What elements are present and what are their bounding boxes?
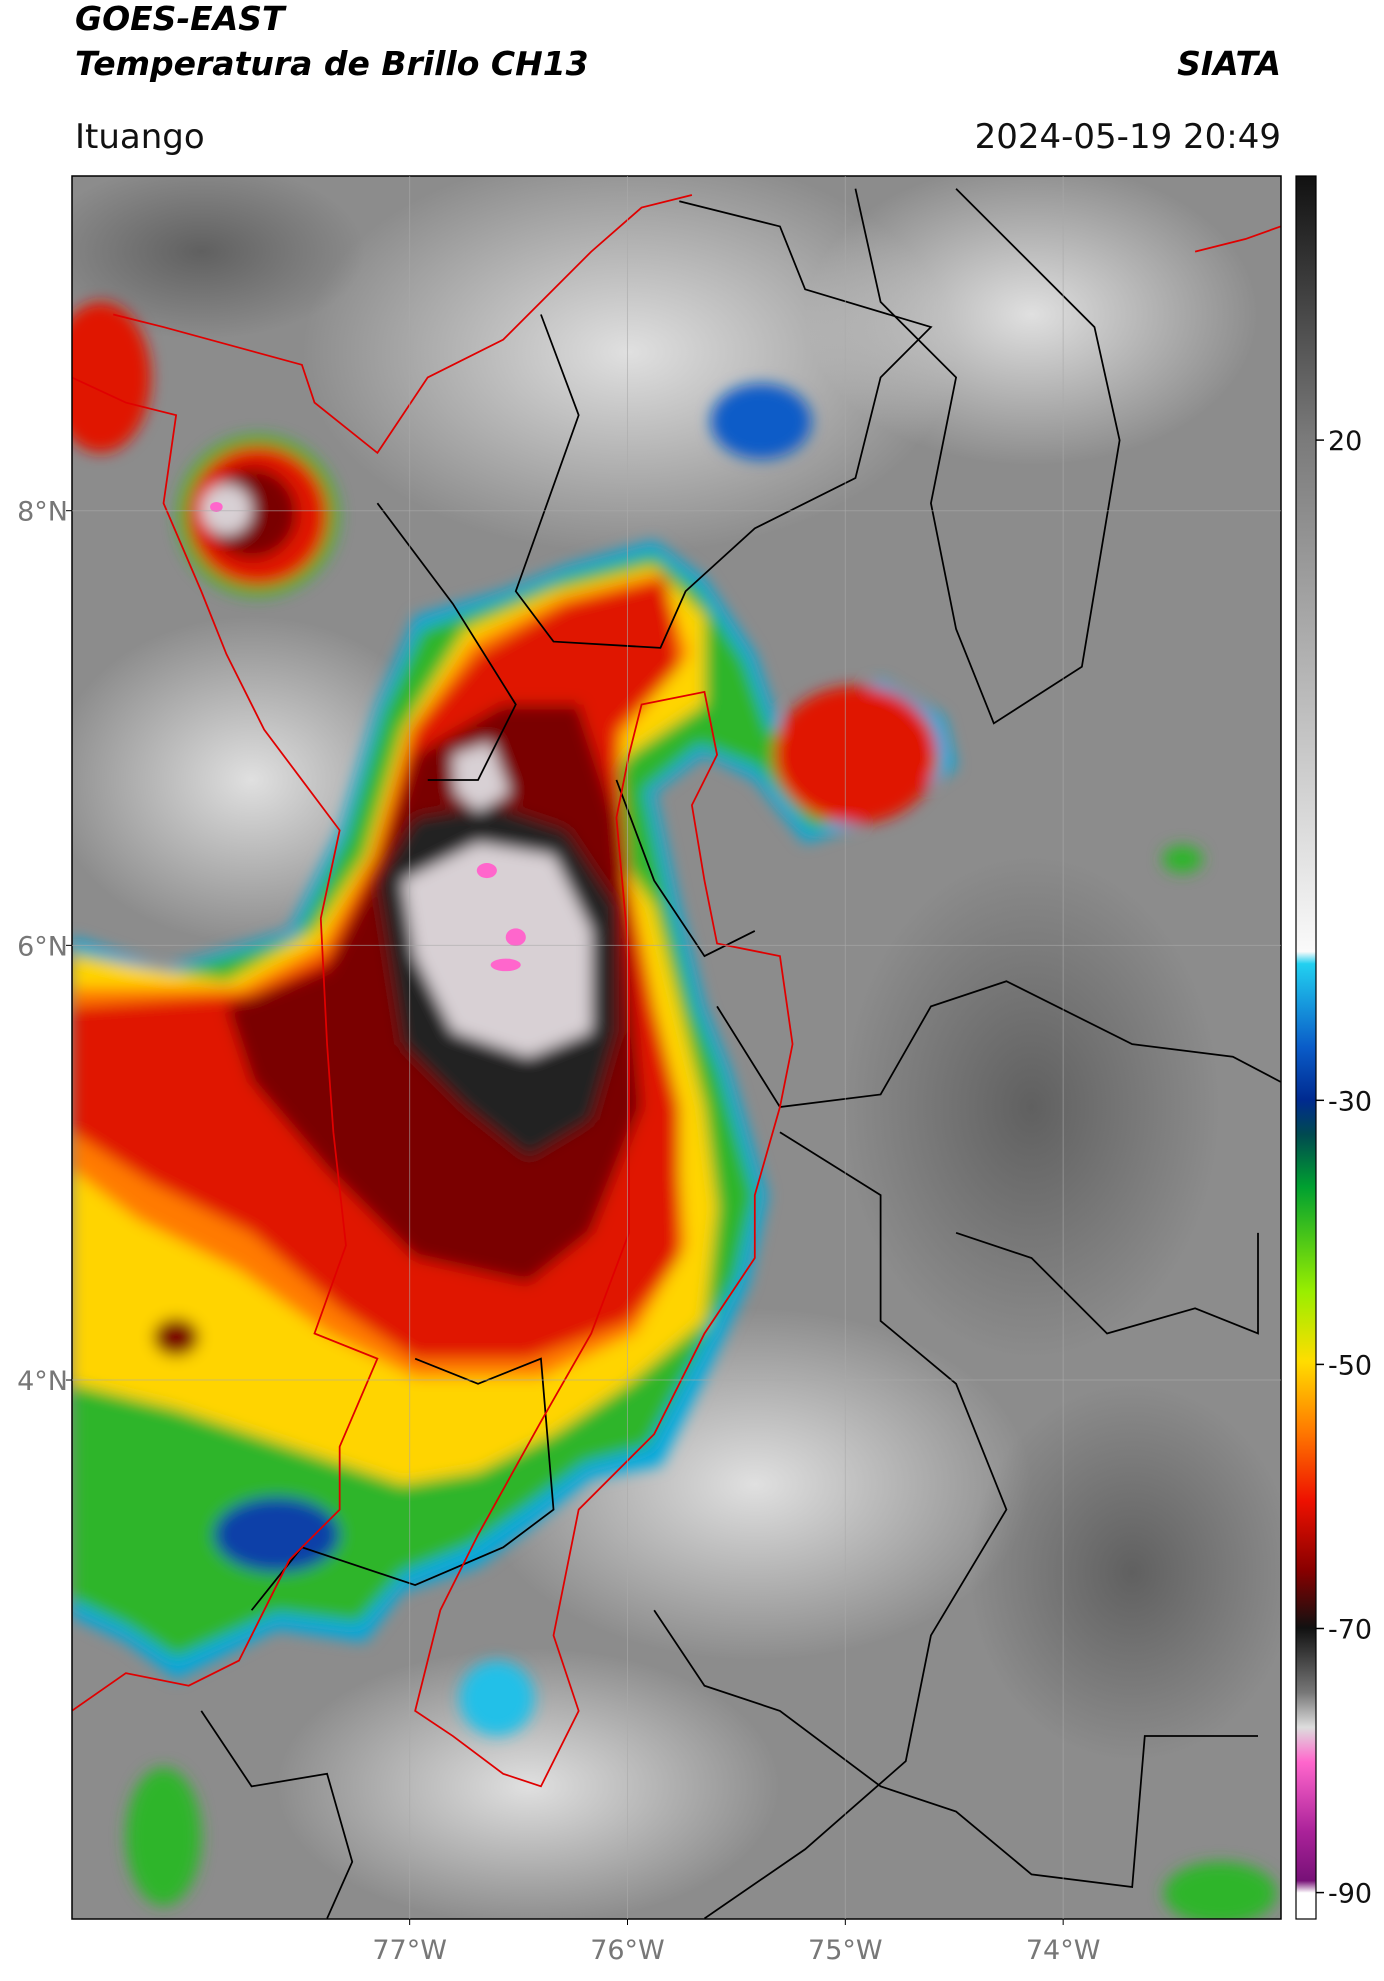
colorbar-tick-label: -50 — [1328, 1350, 1372, 1381]
location: Ituango — [75, 117, 205, 157]
timestamp: 2024-05-19 20:49 — [975, 117, 1281, 157]
y-tick-label: 6°N — [17, 931, 68, 962]
x-tick-label: 77°W — [372, 1935, 447, 1966]
x-tick-label: 74°W — [1026, 1935, 1101, 1966]
x-tick-label: 76°W — [590, 1935, 665, 1966]
colorbar-tick-label: -30 — [1328, 1086, 1372, 1117]
satellite-image — [71, 176, 1281, 1919]
source: SIATA — [1177, 44, 1281, 83]
colorbar-tick-label: -70 — [1328, 1615, 1372, 1646]
colorbar — [1295, 175, 1317, 1920]
x-tick-label: 75°W — [808, 1935, 883, 1966]
colorbar-tick-label: -90 — [1328, 1879, 1372, 1910]
graticule — [66, 176, 1281, 1925]
y-tick-label: 4°N — [17, 1366, 68, 1397]
subtitle: Temperatura de Brillo CH13 — [75, 44, 589, 83]
map-frame — [71, 175, 1282, 1920]
colorbar-tick-label: 20 — [1328, 426, 1362, 457]
title: GOES-EAST — [75, 0, 287, 38]
y-tick-label: 8°N — [17, 497, 68, 528]
